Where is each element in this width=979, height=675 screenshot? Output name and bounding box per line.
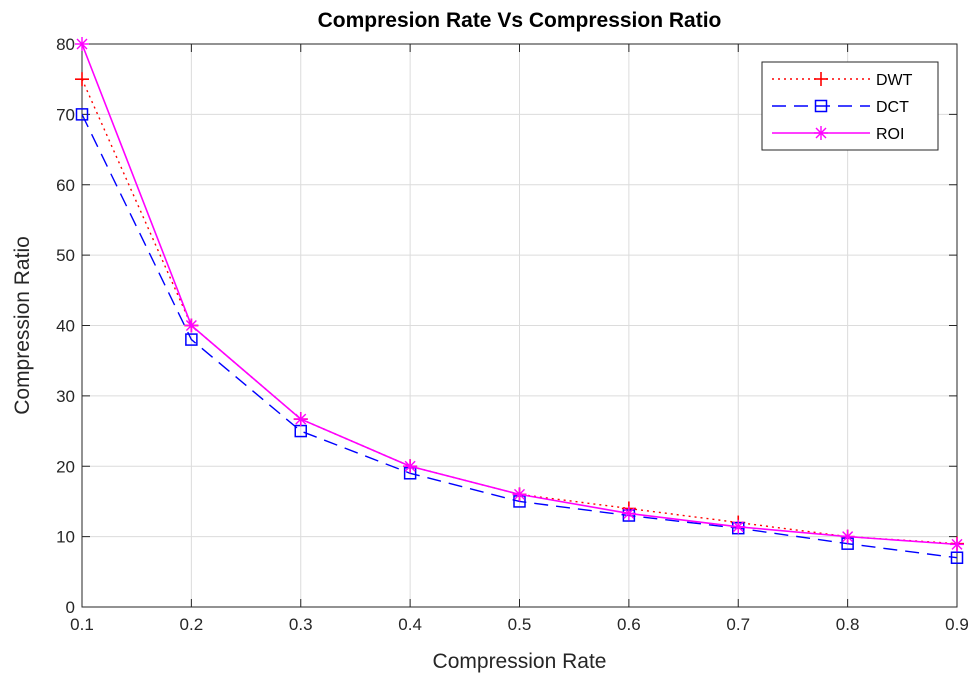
legend-marker [814, 126, 828, 140]
y-tick-label: 80 [56, 35, 75, 54]
x-tick-label: 0.9 [945, 615, 969, 634]
series-line-dct [81, 114, 958, 559]
legend-label: DWT [876, 72, 913, 89]
data-point-roi [512, 487, 527, 502]
data-point-roi [184, 318, 199, 333]
axis-ticks: 0.1 0.2 0.3 0.4 0.5 0.6 0.7 0.8 0.9 0 10 20 30 40 50 60… [56, 35, 969, 634]
data-point-roi [621, 506, 636, 521]
data-point-roi [950, 537, 964, 552]
x-tick-label: 0.5 [508, 615, 532, 634]
legend-marker [814, 99, 828, 113]
legend-entry-roi: ROI [772, 126, 904, 143]
legend-items: DWT DCT ROI [772, 72, 913, 143]
y-tick-label: 30 [56, 387, 75, 406]
y-tick-label: 40 [56, 317, 75, 336]
data-point-dct [75, 108, 89, 121]
x-tick-label: 0.6 [617, 615, 641, 634]
data-point-roi [75, 37, 89, 51]
legend-label: ROI [876, 126, 904, 143]
x-tick-label: 0.4 [398, 615, 422, 634]
y-axis-label: Compression Ratio [11, 236, 34, 415]
x-tick-label: 0.8 [836, 615, 860, 634]
legend: DWT DCT ROI [761, 61, 939, 151]
legend-label: DCT [876, 99, 909, 116]
x-tick-label: 0.7 [726, 615, 750, 634]
data-point-dct [185, 333, 198, 346]
y-tick-label: 50 [56, 246, 75, 265]
legend-entry-dct: DCT [772, 99, 909, 116]
x-tick-label: 0.1 [70, 615, 94, 634]
x-tick-label: 0.3 [289, 615, 313, 634]
data-point-roi [731, 519, 746, 534]
y-tick-label: 10 [56, 528, 75, 547]
legend-marker [814, 72, 828, 86]
y-tick-label: 70 [56, 105, 75, 124]
y-tick-label: 60 [56, 176, 75, 195]
series-roi [75, 37, 964, 552]
data-point-roi [840, 529, 855, 544]
x-tick-label: 0.2 [180, 615, 204, 634]
data-point-dct [950, 551, 964, 564]
data-point-roi [403, 459, 418, 474]
data-point-roi [293, 412, 308, 427]
data-point-dwt [75, 72, 89, 87]
chart-title: Compresion Rate Vs Compression Ratio [318, 9, 722, 32]
x-axis-label: Compression Rate [433, 650, 607, 673]
y-tick-label: 0 [66, 598, 75, 617]
series-layer [75, 37, 964, 564]
y-tick-label: 20 [56, 457, 75, 476]
legend-entry-dwt: DWT [772, 72, 913, 89]
